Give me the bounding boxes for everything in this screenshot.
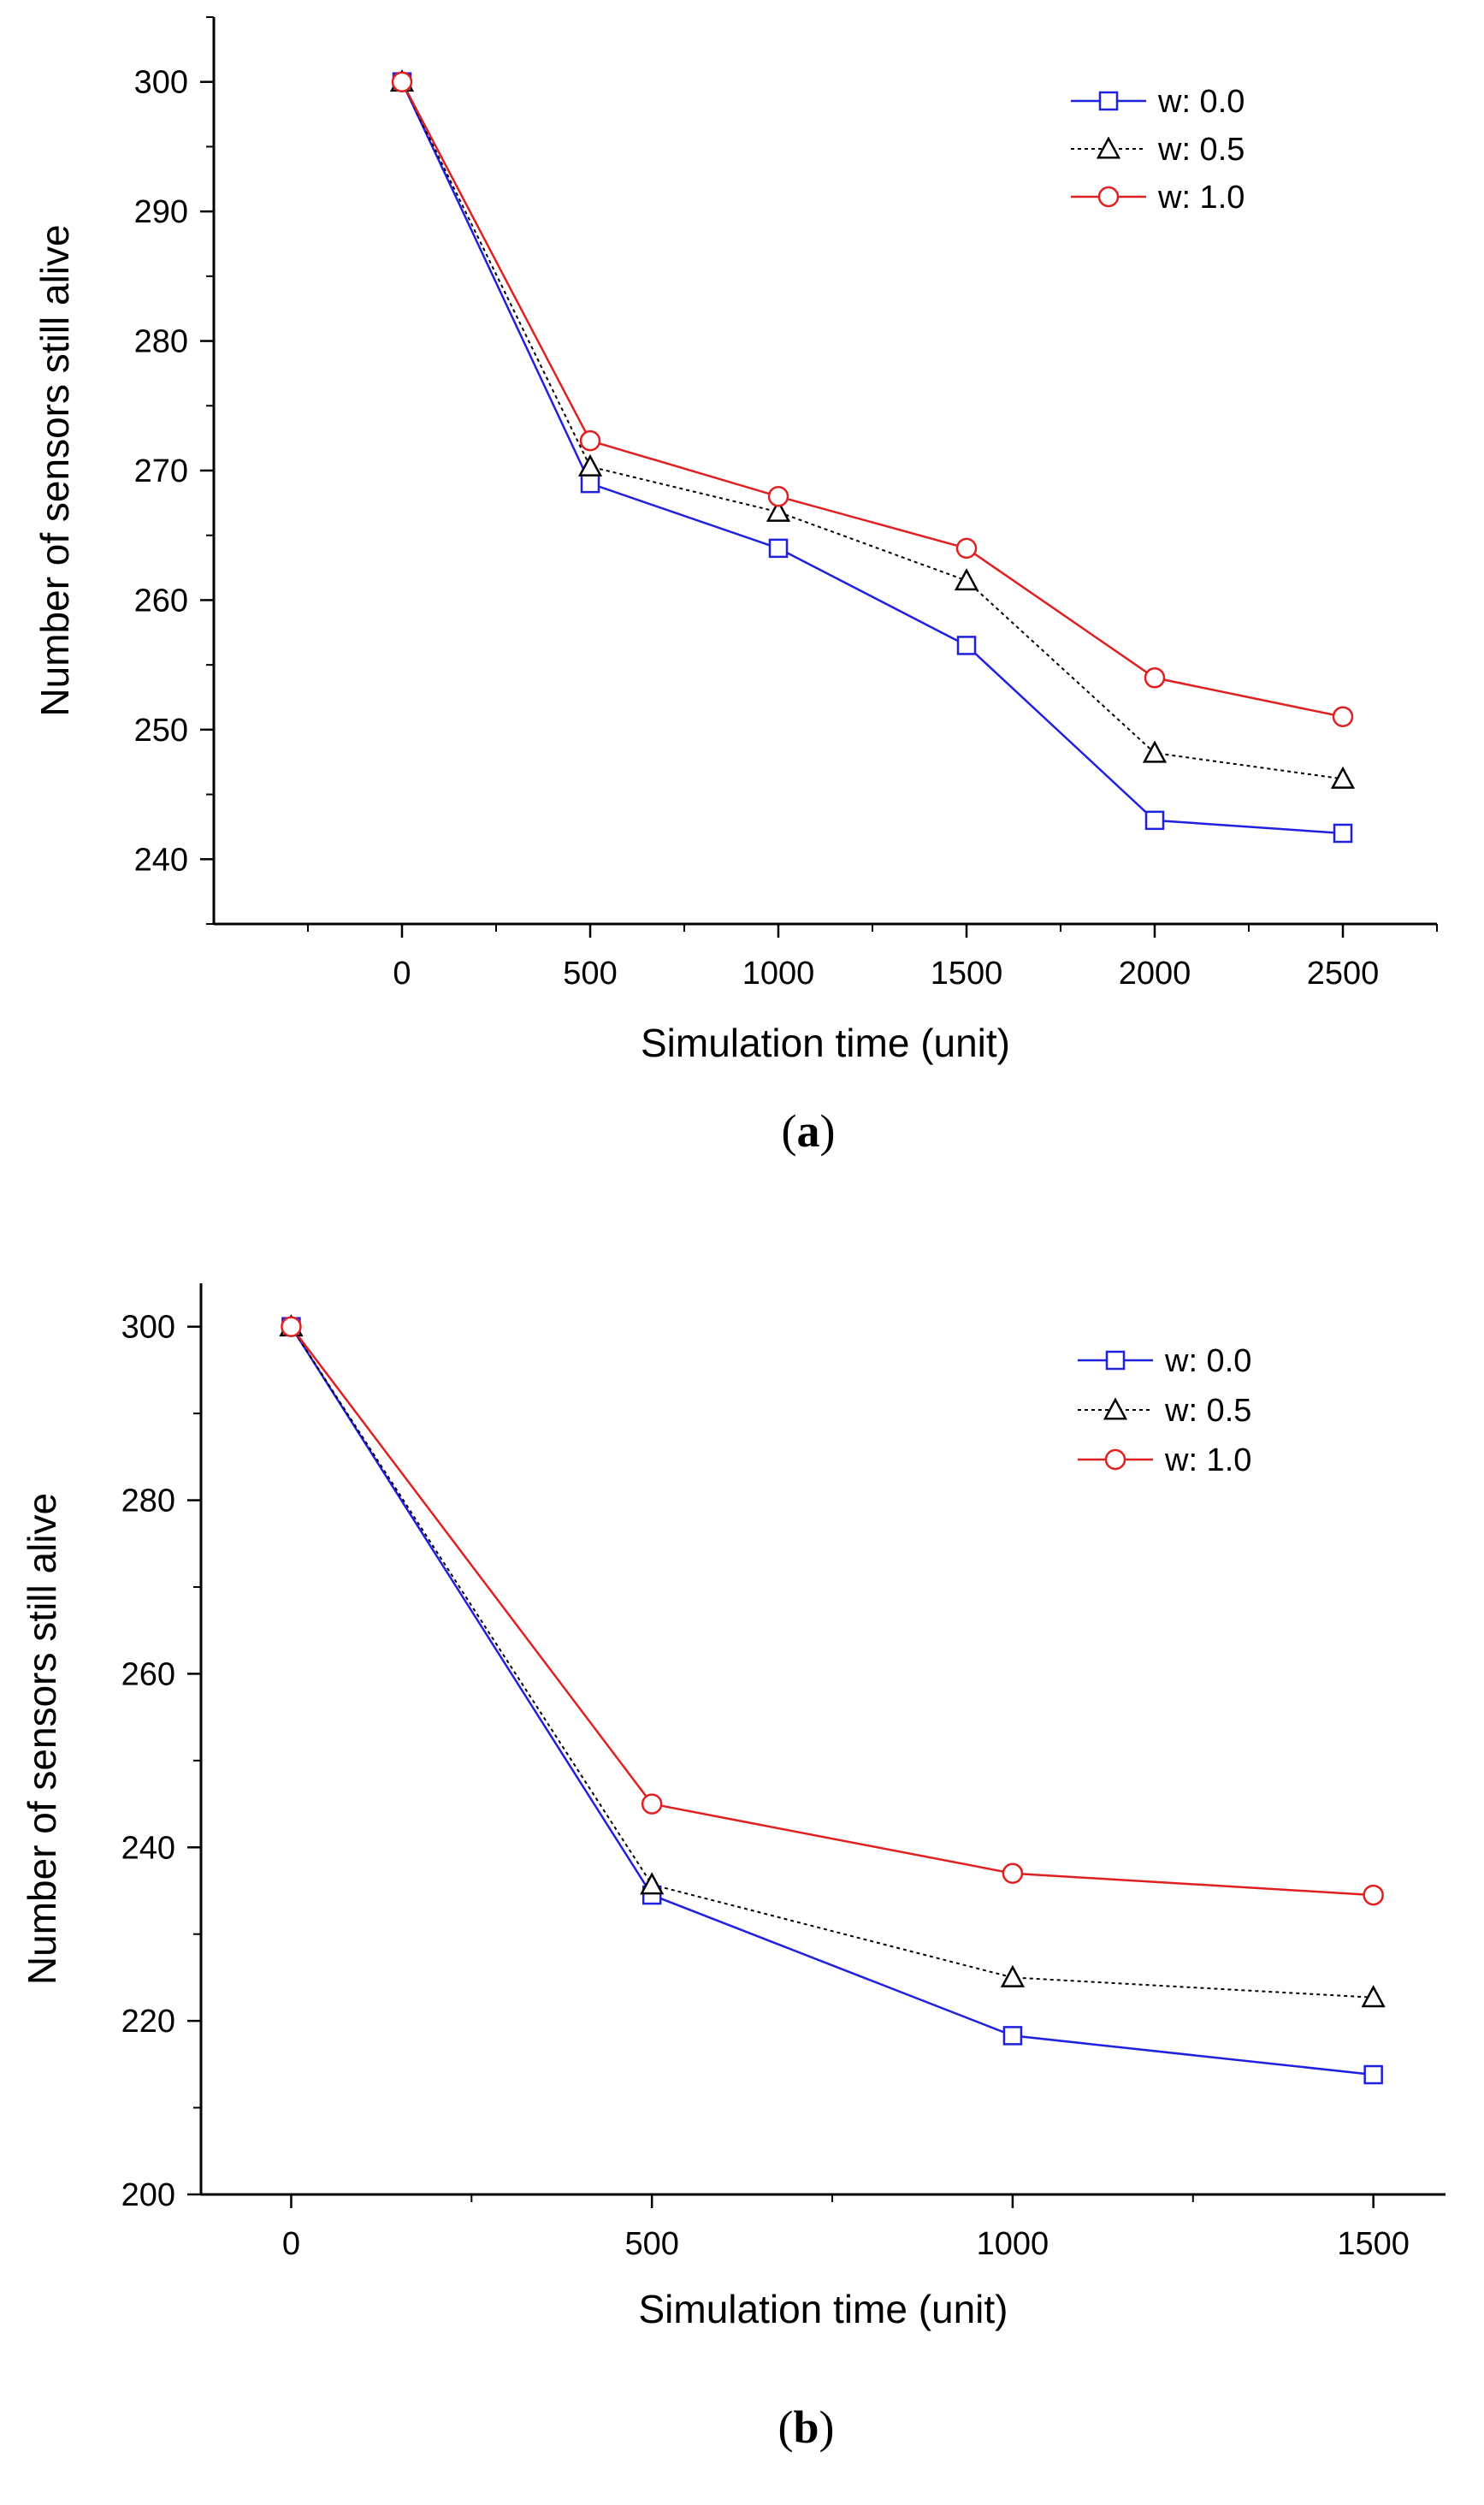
data-point-1 bbox=[577, 453, 603, 477]
y-tick-label: 300 bbox=[134, 65, 188, 101]
data-point-0 bbox=[768, 538, 789, 559]
data-point-1 bbox=[1330, 766, 1356, 789]
x-tick-label: 0 bbox=[282, 2226, 300, 2262]
y-tick-label: 240 bbox=[121, 1830, 175, 1866]
legend-label: w: 1.0 bbox=[1164, 1442, 1251, 1478]
data-point-2 bbox=[1363, 1884, 1384, 1906]
y-tick-label: 280 bbox=[121, 1483, 175, 1519]
x-tick-label: 1500 bbox=[931, 956, 1003, 992]
legend-marker bbox=[1103, 1397, 1128, 1420]
data-point-2 bbox=[1332, 706, 1354, 727]
y-tick-label: 300 bbox=[121, 1310, 175, 1346]
data-point-0 bbox=[1144, 810, 1165, 831]
data-point-2 bbox=[641, 1793, 663, 1815]
x-tick-label: 1500 bbox=[1337, 2226, 1410, 2262]
x-tick-label: 2000 bbox=[1119, 956, 1191, 992]
legend-label: w: 1.0 bbox=[1157, 180, 1245, 216]
y-tick-label: 260 bbox=[134, 583, 188, 619]
figure-caption: (a) bbox=[782, 1105, 836, 1157]
data-point-1 bbox=[1000, 1964, 1026, 1987]
y-tick-label: 280 bbox=[134, 324, 188, 360]
data-point-2 bbox=[1002, 1862, 1024, 1884]
legend-marker bbox=[1098, 91, 1119, 111]
series-line-1 bbox=[290, 1326, 1374, 1999]
y-tick-label: 200 bbox=[121, 2177, 175, 2213]
data-point-0 bbox=[580, 473, 600, 494]
legend-label: w: 0.5 bbox=[1157, 132, 1245, 168]
y-tick-label: 260 bbox=[121, 1656, 175, 1692]
legend-label: w: 0.0 bbox=[1157, 84, 1245, 120]
chart-b: 0 500 1000 1500 200 220 240 260 280 300 Simulation… bbox=[20, 1283, 1446, 2453]
legend-marker bbox=[1105, 1350, 1126, 1371]
data-point-0 bbox=[956, 636, 977, 655]
data-point-1 bbox=[766, 499, 791, 522]
data-point-2 bbox=[391, 71, 413, 92]
data-point-2 bbox=[281, 1316, 302, 1337]
chart-a: 0 500 1000 1500 2000 2500 240 250 260 270 280 290 30… bbox=[33, 16, 1438, 1157]
y-axis-label: Number of sensors still alive bbox=[20, 1493, 64, 1985]
series-line-2 bbox=[400, 81, 1344, 718]
data-point-2 bbox=[579, 429, 601, 452]
legend-marker bbox=[1096, 136, 1121, 159]
series-line-0 bbox=[400, 81, 1344, 835]
x-tick-label: 1000 bbox=[977, 2226, 1049, 2262]
data-point-1 bbox=[640, 1872, 665, 1895]
y-tick-label: 290 bbox=[134, 194, 188, 230]
legend-marker bbox=[1104, 1448, 1126, 1471]
x-tick-label: 500 bbox=[624, 2226, 678, 2262]
data-point-1 bbox=[1361, 1985, 1386, 2008]
data-point-1 bbox=[1142, 740, 1168, 763]
data-point-2 bbox=[767, 486, 789, 507]
x-tick-label: 1000 bbox=[742, 956, 815, 992]
data-point-2 bbox=[955, 537, 978, 560]
y-axis-label: Number of sensors still alive bbox=[33, 224, 77, 716]
x-axis-label: Simulation time (unit) bbox=[641, 1021, 1010, 1065]
x-tick-label: 0 bbox=[393, 956, 411, 992]
y-tick-label: 250 bbox=[134, 713, 188, 749]
legend-marker bbox=[1097, 186, 1120, 208]
data-point-0 bbox=[1333, 823, 1353, 844]
x-tick-label: 500 bbox=[563, 956, 617, 992]
y-tick-label: 220 bbox=[121, 2004, 175, 2040]
y-tick-label: 240 bbox=[134, 842, 188, 878]
x-axis-label: Simulation time (unit) bbox=[638, 2287, 1008, 2331]
data-point-0 bbox=[1002, 2026, 1023, 2046]
figure-caption: (b) bbox=[777, 2401, 834, 2453]
data-point-1 bbox=[954, 568, 979, 591]
x-tick-label: 2500 bbox=[1307, 956, 1380, 992]
legend-label: w: 0.5 bbox=[1164, 1393, 1251, 1429]
series-line-2 bbox=[290, 1325, 1374, 1897]
series-line-0 bbox=[290, 1326, 1374, 2076]
series-line-1 bbox=[401, 81, 1344, 780]
data-point-2 bbox=[1144, 667, 1166, 689]
data-point-0 bbox=[1363, 2064, 1383, 2085]
legend-label: w: 0.0 bbox=[1164, 1343, 1251, 1379]
y-tick-label: 270 bbox=[134, 453, 188, 489]
